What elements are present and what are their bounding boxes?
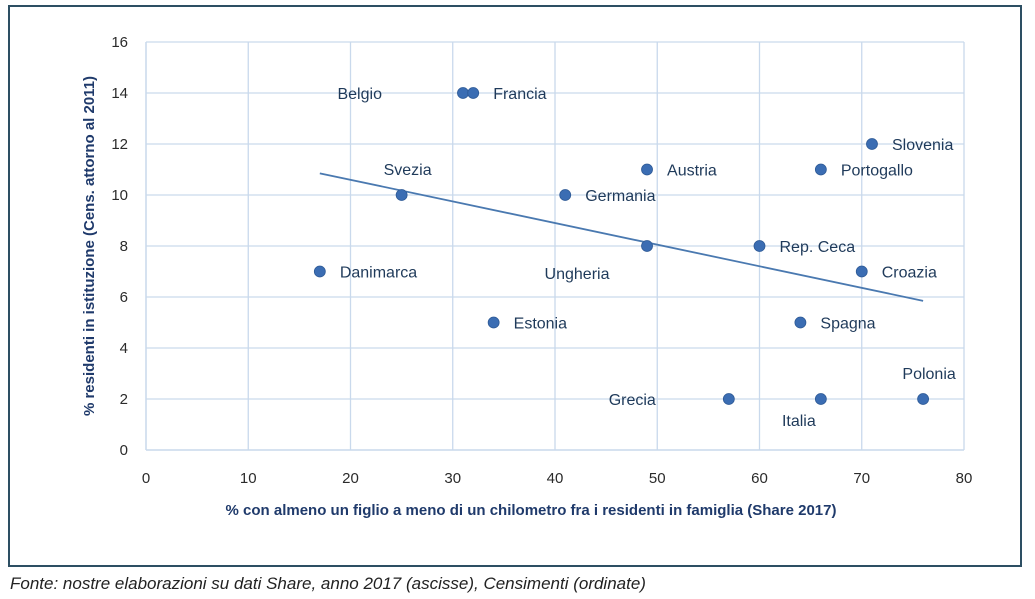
point-label: Estonia — [514, 316, 567, 333]
y-tick-label: 14 — [111, 85, 128, 102]
point-label: Ungheria — [545, 266, 610, 283]
y-axis-title: % residenti in istituzione (Cens. attorn… — [81, 76, 98, 416]
point-label: Francia — [493, 86, 546, 103]
data-point — [395, 189, 408, 201]
point-label: Croazia — [882, 265, 937, 282]
point-label: Italia — [782, 413, 816, 430]
x-tick-label: 60 — [751, 470, 768, 487]
point-label: Svezia — [384, 162, 432, 179]
x-tick-label: 0 — [142, 470, 150, 487]
point-label: Danimarca — [340, 265, 417, 282]
x-tick-label: 10 — [240, 470, 257, 487]
data-point — [855, 265, 868, 278]
data-point — [487, 316, 500, 329]
data-point — [917, 393, 929, 405]
y-tick-label: 16 — [111, 34, 128, 51]
data-point — [641, 240, 653, 252]
source-note: Fonte: nostre elaborazioni su dati Share… — [10, 574, 646, 593]
point-label: Slovenia — [892, 137, 953, 154]
y-tick-label: 0 — [120, 442, 128, 459]
data-point — [641, 163, 653, 176]
x-tick-label: 20 — [342, 470, 359, 487]
point-label: Germania — [585, 188, 655, 205]
x-tick-label: 50 — [649, 470, 666, 487]
trendline — [319, 172, 924, 302]
point-labels: Belgio Francia Svezia Danimarca Estonia Germa… — [337, 86, 955, 430]
data-point — [467, 87, 480, 99]
point-label: Polonia — [902, 366, 955, 383]
x-tick-label: 40 — [547, 470, 564, 487]
y-tick-label: 6 — [120, 289, 128, 306]
y-tick-label: 8 — [120, 238, 128, 255]
data-point — [313, 265, 326, 278]
data-point — [753, 240, 766, 252]
data-point — [814, 163, 827, 176]
x-axis-title: % con almeno un figlio a meno di un chil… — [226, 502, 837, 519]
data-point — [814, 393, 827, 405]
point-label: Grecia — [609, 392, 656, 409]
y-tick-label: 2 — [120, 391, 128, 408]
x-tick-label: 30 — [444, 470, 461, 487]
data-point — [794, 316, 807, 329]
y-tick-label: 12 — [111, 136, 128, 153]
point-label: Portogallo — [841, 163, 913, 180]
point-label: Belgio — [337, 86, 382, 103]
points — [313, 87, 929, 405]
axes: 0 10 20 30 40 50 60 70 80 0 2 4 6 8 10 12 14 16 — [111, 34, 972, 487]
trendline-layer — [319, 172, 924, 302]
data-point — [559, 189, 572, 201]
data-point — [457, 87, 469, 99]
y-tick-label: 10 — [111, 187, 128, 204]
scatter-chart: 0 10 20 30 40 50 60 70 80 0 2 4 6 8 10 12 14 16 Belgio Fra… — [81, 34, 972, 519]
x-tick-label: 80 — [956, 470, 973, 487]
point-label: Spagna — [820, 316, 875, 333]
y-tick-label: 4 — [120, 340, 128, 357]
data-point — [866, 138, 878, 150]
chart-frame: 0 10 20 30 40 50 60 70 80 0 2 4 6 8 10 12 14 16 Belgio Fra… — [8, 5, 1022, 567]
point-label: Rep. Ceca — [780, 239, 856, 256]
point-label: Austria — [667, 163, 717, 180]
x-tick-label: 70 — [853, 470, 870, 487]
data-point — [722, 393, 735, 405]
